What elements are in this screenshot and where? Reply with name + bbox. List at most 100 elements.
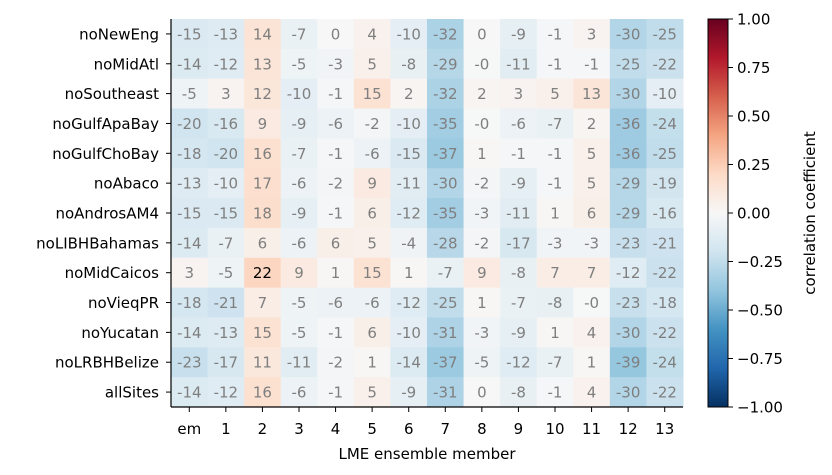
cell-value-label: 6 (331, 234, 341, 252)
heatmap-cell (390, 48, 428, 80)
colorbar: 1.00 0.75 0.50 0.25 0.00 −0.25 −0.50 −0.75 −1.00… (707, 11, 819, 417)
heatmap-cell (500, 287, 538, 318)
colorbar-tick-label: 0.50 (737, 108, 770, 126)
cell-value-label: 3 (221, 85, 231, 103)
cell-value-label: -28 (433, 234, 458, 252)
heatmap-cell (171, 287, 209, 318)
row-label: noLRBHBelize (55, 354, 159, 372)
cell-value-label: -19 (652, 175, 677, 193)
cell-value-label: -23 (616, 234, 641, 252)
cell-value-label: -6 (292, 175, 307, 193)
heatmap-cells (171, 19, 684, 408)
cell-value-label: 16 (253, 384, 272, 402)
cell-value-label: -1 (328, 324, 343, 342)
cell-value-label: -7 (511, 294, 526, 312)
heatmap-cell (353, 198, 391, 229)
cell-value-label: -29 (433, 55, 458, 73)
heatmap-cell (609, 108, 647, 139)
heatmap-cell (463, 78, 501, 110)
cell-value-label: -6 (365, 145, 380, 163)
cell-value-label: -10 (396, 115, 421, 133)
row-label: noNewEng (79, 25, 159, 43)
heatmap-cell (317, 19, 355, 50)
heatmap-cell (536, 377, 574, 408)
heatmap-cell (463, 168, 501, 199)
heatmap-cell (353, 347, 391, 378)
cell-value-label: -14 (396, 354, 421, 372)
cell-value-label: -12 (214, 55, 239, 73)
heatmap-cell (207, 19, 245, 50)
cell-value-label: -7 (218, 234, 233, 252)
heatmap-cell (609, 257, 647, 289)
cell-value-label: 5 (550, 85, 560, 103)
heatmap-cell (427, 227, 465, 259)
cell-value-label: 6 (367, 324, 377, 342)
heatmap-cell (536, 48, 574, 80)
heatmap-cell (500, 198, 538, 229)
row-label: noSoutheast (65, 85, 160, 103)
heatmap-cell (171, 168, 209, 199)
heatmap-cell (463, 108, 501, 139)
heatmap-cell (353, 377, 391, 408)
row-label: noAbaco (94, 175, 159, 193)
cell-value-label: -2 (328, 175, 343, 193)
heatmap-cell (609, 78, 647, 110)
heatmap-cell (353, 19, 391, 50)
heatmap-cell (536, 347, 574, 378)
column-label: 12 (619, 420, 638, 438)
cell-value-label: -25 (652, 145, 677, 163)
cell-value-label: -17 (214, 354, 239, 372)
cell-value-label: 3 (514, 85, 524, 103)
cell-value-label: 0 (331, 25, 341, 43)
row-labels: noNewEng noMidAtl noSoutheast noGulfApaBay n… (36, 25, 171, 402)
cell-value-label: -1 (511, 145, 526, 163)
heatmap-cell (280, 377, 318, 408)
heatmap-cell (353, 317, 391, 348)
cell-value-label: -1 (548, 175, 563, 193)
cell-value-label: -11 (506, 55, 531, 73)
heatmap-cell (280, 287, 318, 318)
heatmap-cell (573, 317, 611, 348)
colorbar-tick-label: 0.25 (737, 156, 770, 174)
cell-value-label: -29 (616, 205, 641, 223)
heatmap-cell (280, 19, 318, 50)
heatmap-cell (317, 108, 355, 139)
heatmap-cell (390, 317, 428, 348)
heatmap-cell (463, 138, 501, 169)
column-label: 8 (477, 420, 487, 438)
cell-value-label: -21 (214, 294, 239, 312)
cell-value-label: 9 (367, 175, 377, 193)
row-label: allSites (105, 384, 159, 402)
column-label: 5 (367, 420, 377, 438)
cell-value-label: 4 (587, 324, 597, 342)
heatmap-cell (390, 257, 428, 289)
cell-value-label: -15 (214, 205, 239, 223)
cell-value-label: -30 (616, 85, 641, 103)
cell-value-label: -0 (584, 294, 599, 312)
column-labels: em 1 2 3 4 5 6 7 8 9 10 11 12 13 (177, 407, 674, 438)
cell-value-label: -2 (365, 115, 380, 133)
heatmap-cell (390, 347, 428, 378)
cell-value-label: -11 (506, 205, 531, 223)
heatmap-cell (353, 168, 391, 199)
heatmap-cell (427, 108, 465, 139)
heatmap-cell (353, 78, 391, 110)
heatmap-cell (317, 198, 355, 229)
heatmap-cell (390, 287, 428, 318)
cell-value-label: -2 (328, 354, 343, 372)
cell-value-label: -6 (292, 384, 307, 402)
cell-value-label: -16 (214, 115, 239, 133)
cell-value-label: -6 (511, 115, 526, 133)
cell-value-label: 11 (253, 354, 272, 372)
heatmap-cell (244, 377, 282, 408)
cell-value-label: -15 (396, 145, 421, 163)
heatmap-cell (317, 78, 355, 110)
cell-value-label: -3 (474, 205, 489, 223)
heatmap-cell (244, 168, 282, 199)
cell-value-label: -5 (292, 55, 307, 73)
heatmap-cell (463, 317, 501, 348)
cell-value-label: 1 (367, 354, 377, 372)
heatmap-cell (317, 287, 355, 318)
heatmap-cell (244, 198, 282, 229)
heatmap-cell (500, 19, 538, 50)
